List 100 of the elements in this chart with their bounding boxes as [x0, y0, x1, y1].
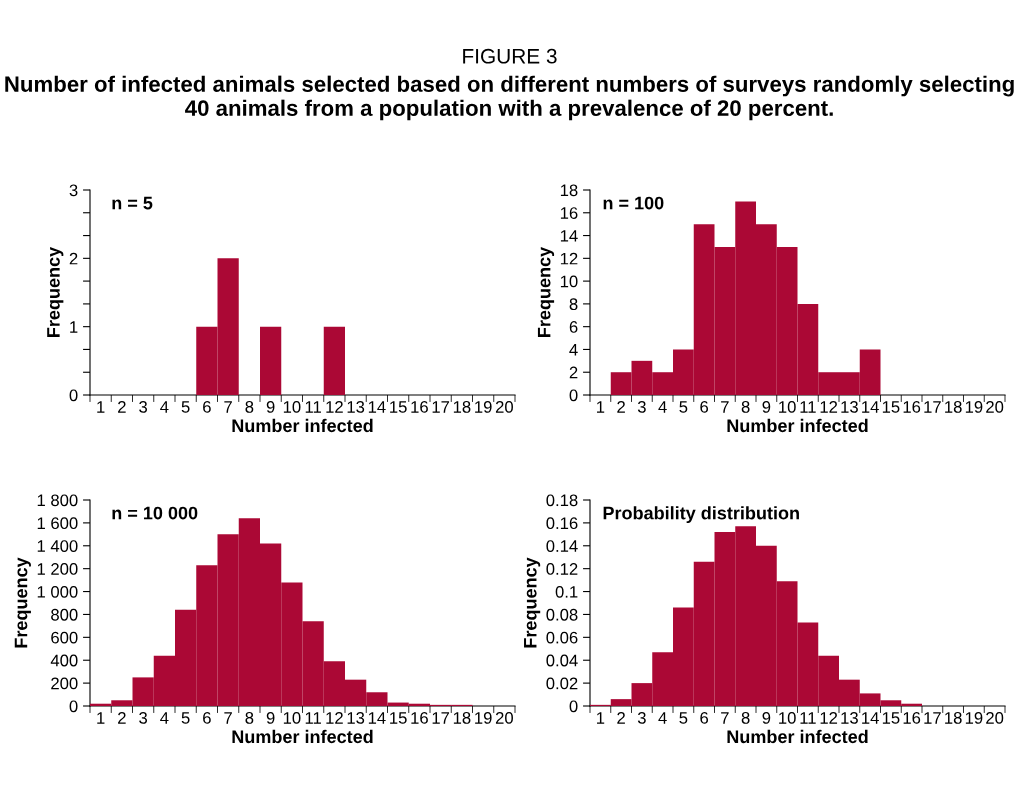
x-tick-label: 12	[820, 401, 838, 413]
x-tick-label: 15	[882, 712, 900, 724]
x-tick-label: 17	[432, 712, 450, 724]
x-tick-label: 16	[411, 401, 428, 413]
y-tick-label: 16	[560, 207, 578, 219]
chart-subtitle: Number of infected animals selected based on different numbers of surveys randomly selecting 40 animals from a population with a prevalence of 20 percent.	[5, 75, 1014, 121]
x-tick-label: 19	[475, 401, 492, 413]
x-axis-title: Number infected	[727, 729, 868, 744]
x-tick-label: 8	[741, 712, 750, 724]
x-tick-label: 13	[347, 401, 365, 413]
y-tick-label: 0.08	[546, 608, 578, 621]
x-tick-label: 14	[862, 401, 879, 413]
x-tick-label: 5	[679, 401, 688, 413]
x-axis-title: Number infected	[232, 418, 373, 433]
y-tick-label: 400	[50, 654, 78, 667]
y-tick-label: 6	[569, 321, 578, 333]
x-tick-label: 1	[97, 401, 105, 413]
y-tick-label: 1	[70, 321, 78, 333]
x-tick-label: 19	[475, 712, 492, 724]
y-tick-label: 8	[569, 298, 578, 311]
y-axis-title: Frequency	[47, 246, 64, 337]
x-tick-label: 19	[965, 401, 983, 413]
x-tick-label: 9	[762, 712, 771, 724]
x-tick-label: 10	[283, 401, 301, 413]
y-tick-label: 0.12	[546, 563, 578, 575]
x-tick-label: 7	[721, 712, 729, 724]
x-tick-label: 9	[762, 401, 771, 413]
x-tick-label: 14	[862, 712, 879, 724]
x-tick-label: 5	[679, 712, 688, 724]
x-tick-label: 12	[820, 712, 838, 724]
y-tick-label: 1 200	[37, 563, 78, 575]
x-tick-label: 3	[637, 401, 646, 413]
x-tick-label: 16	[903, 401, 921, 413]
x-tick-label: 18	[945, 401, 962, 413]
x-tick-label: 12	[326, 712, 343, 724]
y-axis-title: Frequency	[537, 246, 555, 337]
y-axis-title: Frequency	[524, 557, 541, 648]
x-axis-title: Number infected	[727, 418, 868, 433]
annotation: n = 5	[112, 196, 153, 210]
x-tick-label: 5	[181, 401, 190, 413]
x-tick-label: 11	[800, 401, 816, 413]
x-tick-label: 11	[305, 712, 321, 724]
x-tick-label: 6	[700, 712, 709, 724]
x-tick-label: 6	[203, 401, 211, 413]
x-tick-label: 16	[411, 712, 428, 724]
y-tick-label: 0.18	[546, 494, 578, 507]
y-tick-label: 600	[51, 631, 78, 644]
y-tick-label: 0.04	[546, 654, 578, 667]
chart-title: FIGURE 3	[463, 48, 557, 64]
x-tick-label: 18	[945, 712, 962, 724]
x-tick-label: 7	[721, 401, 729, 413]
y-tick-label: 800	[51, 608, 78, 621]
x-tick-label: 9	[266, 401, 275, 413]
y-tick-label: 0.1	[555, 585, 578, 598]
x-axis-title: Number infected	[232, 729, 373, 744]
x-tick-label: 14	[368, 712, 386, 724]
x-tick-label: 14	[368, 401, 386, 413]
x-tick-label: 20	[495, 401, 513, 413]
y-tick-label: 18	[560, 184, 578, 197]
x-tick-label: 8	[741, 401, 750, 413]
x-tick-label: 13	[841, 712, 858, 724]
x-tick-label: 12	[326, 401, 343, 413]
y-tick-label: 0	[69, 700, 78, 713]
x-tick-label: 2	[617, 401, 625, 413]
x-tick-label: 6	[203, 712, 211, 724]
x-tick-label: 3	[637, 712, 646, 724]
x-tick-label: 4	[658, 712, 667, 724]
annotation: n = 100	[603, 196, 664, 210]
y-tick-label: 10	[560, 275, 578, 288]
x-tick-label: 13	[841, 401, 858, 413]
y-tick-label: 12	[560, 252, 578, 265]
x-tick-label: 11	[305, 401, 321, 413]
y-axis-title: Frequency	[14, 557, 31, 648]
x-tick-label: 1	[597, 401, 605, 413]
y-tick-label: 0	[569, 700, 578, 713]
x-tick-label: 9	[266, 712, 275, 724]
y-tick-label: 4	[569, 344, 578, 356]
x-tick-label: 2	[118, 712, 126, 724]
x-tick-label: 3	[139, 712, 148, 724]
annotation: n = 10 000	[112, 506, 198, 520]
y-tick-label: 0.06	[546, 631, 578, 644]
x-tick-label: 4	[160, 712, 169, 724]
x-tick-label: 15	[390, 712, 407, 724]
y-tick-label: 1 400	[37, 540, 78, 552]
y-tick-label: 3	[69, 184, 78, 197]
y-tick-label: 14	[560, 230, 578, 242]
y-tick-label: 0	[69, 389, 78, 402]
x-tick-label: 20	[986, 712, 1004, 724]
x-tick-label: 10	[779, 401, 796, 413]
x-tick-label: 13	[347, 712, 365, 724]
y-tick-label: 2	[69, 252, 78, 265]
y-tick-label: 200	[51, 677, 78, 690]
x-tick-label: 11	[800, 712, 816, 724]
x-tick-label: 19	[965, 712, 983, 724]
y-tick-label: 1 000	[37, 585, 78, 598]
x-tick-label: 10	[779, 712, 796, 724]
x-tick-label: 8	[245, 401, 254, 413]
y-tick-label: 0	[569, 389, 578, 402]
x-tick-label: 2	[118, 401, 126, 413]
x-tick-label: 10	[283, 712, 301, 724]
